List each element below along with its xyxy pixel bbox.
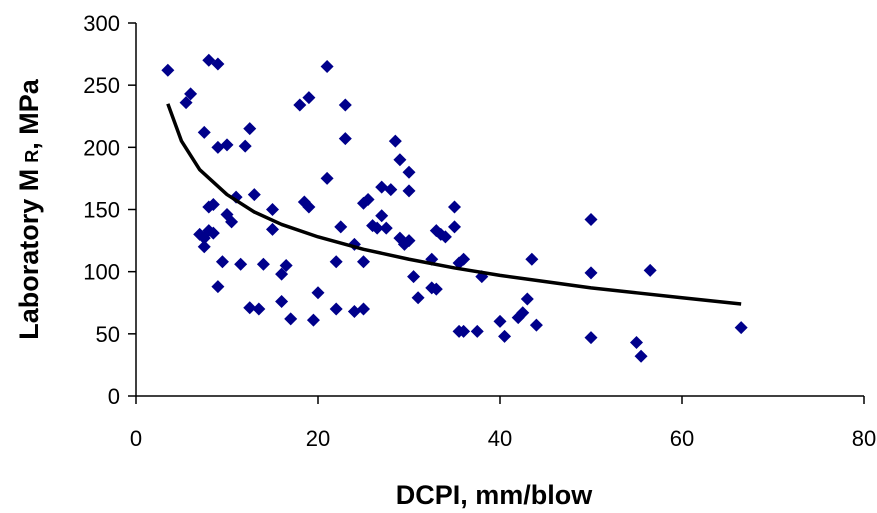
data-point xyxy=(457,252,471,266)
data-point xyxy=(306,313,320,327)
data-point xyxy=(206,198,220,212)
data-point xyxy=(411,291,425,305)
data-point xyxy=(211,57,225,71)
data-point xyxy=(375,209,389,223)
x-tick-label: 80 xyxy=(852,426,876,451)
data-point xyxy=(734,321,748,335)
data-point xyxy=(457,324,471,338)
y-axis-ticks: 0 50 100 150 200 250 300 xyxy=(83,11,136,409)
data-point xyxy=(402,234,416,248)
data-point xyxy=(215,255,229,269)
data-point xyxy=(197,125,211,139)
data-point xyxy=(498,329,512,343)
data-point xyxy=(220,138,234,152)
y-tick-label: 150 xyxy=(83,198,120,223)
data-point xyxy=(643,263,657,277)
data-point xyxy=(370,221,384,235)
data-point xyxy=(293,98,307,112)
data-point xyxy=(311,286,325,300)
data-point xyxy=(243,301,257,315)
data-point xyxy=(630,336,643,350)
data-point xyxy=(357,255,370,269)
x-tick-label: 20 xyxy=(306,426,330,451)
data-point xyxy=(379,221,393,235)
data-point xyxy=(402,165,416,179)
data-point xyxy=(243,122,257,136)
data-point xyxy=(470,324,484,338)
data-point xyxy=(329,255,343,269)
data-point xyxy=(256,257,270,271)
x-axis-ticks: 0 20 40 60 80 xyxy=(130,396,876,451)
y-tick-label: 300 xyxy=(83,11,120,36)
y-axis-title-subscript: R xyxy=(22,150,42,163)
data-point xyxy=(448,220,461,234)
data-point xyxy=(329,302,343,316)
data-point xyxy=(202,53,216,67)
y-tick-label: 0 xyxy=(108,384,120,409)
data-point xyxy=(634,349,648,363)
data-point xyxy=(347,304,361,318)
y-axis-title: Laboratory M R, MPa xyxy=(14,78,44,340)
x-tick-label: 60 xyxy=(670,426,694,451)
data-point xyxy=(516,306,530,320)
data-point xyxy=(448,200,461,214)
data-point xyxy=(320,171,334,185)
data-point xyxy=(338,98,352,112)
data-point xyxy=(361,193,375,207)
data-point xyxy=(247,188,261,202)
x-axis-title: DCPI, mm/blow xyxy=(396,480,594,510)
data-point xyxy=(266,222,279,236)
x-tick-label: 40 xyxy=(488,426,512,451)
plot-area xyxy=(161,53,748,363)
data-point xyxy=(584,331,598,345)
scatter-series xyxy=(161,53,748,363)
data-point xyxy=(252,302,266,316)
data-point xyxy=(402,184,416,198)
data-point xyxy=(520,292,534,306)
data-point xyxy=(275,267,289,281)
data-point xyxy=(206,226,220,240)
data-point xyxy=(493,314,507,328)
data-point xyxy=(525,252,539,266)
data-point xyxy=(179,96,193,110)
data-point xyxy=(211,140,225,154)
data-point xyxy=(407,270,421,284)
data-point xyxy=(357,302,370,316)
data-point xyxy=(279,258,293,272)
data-point xyxy=(284,312,298,326)
data-point xyxy=(388,134,402,148)
trend-line xyxy=(166,103,742,306)
data-point xyxy=(238,139,252,153)
data-point xyxy=(429,282,443,296)
data-point xyxy=(266,203,279,216)
data-point xyxy=(375,180,389,194)
data-point xyxy=(584,266,598,280)
data-point xyxy=(225,215,239,229)
data-point xyxy=(234,257,248,271)
y-tick-label: 50 xyxy=(96,322,120,347)
y-tick-label: 200 xyxy=(83,135,120,160)
y-axis-title-main: Laboratory M xyxy=(14,169,44,340)
data-point xyxy=(393,153,407,167)
data-point xyxy=(384,183,398,197)
data-point xyxy=(338,132,352,146)
data-point xyxy=(184,87,198,101)
data-point xyxy=(334,220,348,234)
data-point xyxy=(161,63,175,77)
data-point xyxy=(275,295,289,309)
data-point xyxy=(197,240,211,254)
data-point xyxy=(302,91,316,105)
y-tick-label: 250 xyxy=(83,73,120,98)
data-point xyxy=(302,200,316,214)
data-point xyxy=(320,60,334,74)
data-point xyxy=(529,318,543,332)
y-axis-title-units: , MPa xyxy=(14,78,44,150)
data-point xyxy=(584,212,598,226)
data-point xyxy=(438,230,452,244)
x-tick-label: 0 xyxy=(130,426,142,451)
y-tick-label: 100 xyxy=(83,260,120,285)
data-point xyxy=(211,280,225,294)
